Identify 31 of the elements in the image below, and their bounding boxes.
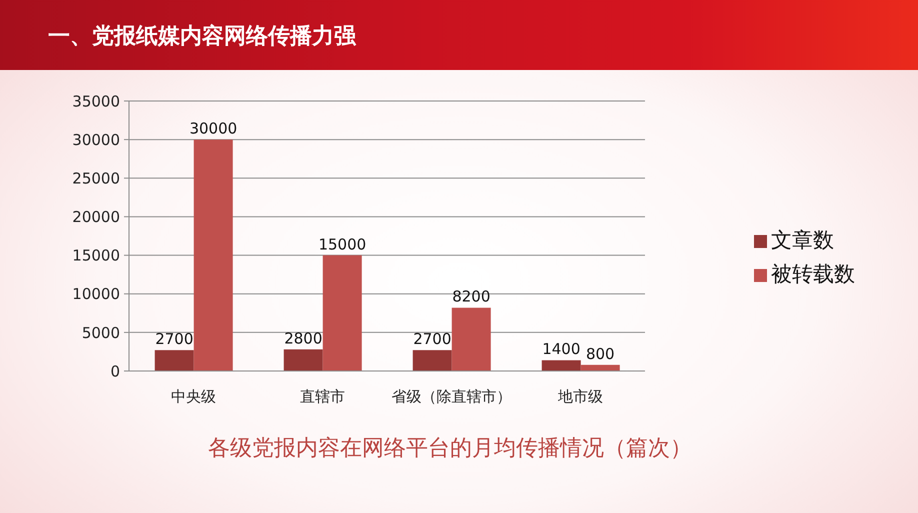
- legend-label: 文章数: [771, 228, 834, 252]
- y-tick-label: 15000: [72, 246, 120, 265]
- y-tick-label: 35000: [72, 92, 120, 110]
- y-tick-label: 20000: [72, 208, 120, 226]
- data-label: 2700: [155, 330, 194, 348]
- data-label: 1400: [542, 340, 580, 358]
- data-label: 8200: [452, 288, 490, 306]
- x-tick-label: 中央级: [171, 388, 216, 406]
- bar: [194, 140, 233, 371]
- x-tick-label: 省级（除直辖市）: [392, 388, 512, 406]
- text: 各级党报内容在网络平台的月均传播情况（篇次）: [207, 435, 693, 463]
- data-label: 2700: [413, 330, 452, 348]
- bar: [154, 350, 194, 371]
- y-tick-label: 25000: [72, 169, 120, 188]
- chart-title: 一、党报纸媒内容网络传播力强: [48, 22, 356, 51]
- y-tick-label: 10000: [72, 285, 120, 304]
- x-tick-label: 地市级: [557, 388, 603, 406]
- y-tick-label: 5000: [82, 324, 120, 342]
- legend-label: 被转载数: [771, 262, 855, 286]
- bar: [452, 308, 491, 371]
- bar: [284, 349, 323, 371]
- data-label: 800: [586, 344, 615, 363]
- y-tick-label: 30000: [72, 130, 120, 149]
- y-tick-label: 0: [110, 362, 120, 380]
- bar: [542, 360, 581, 371]
- bar: [322, 255, 362, 371]
- data-label: 15000: [318, 235, 366, 254]
- bar: [412, 350, 452, 371]
- data-label: 2800: [284, 329, 322, 348]
- x-tick-label: 直辖市: [300, 388, 345, 406]
- data-label: 30000: [189, 120, 238, 138]
